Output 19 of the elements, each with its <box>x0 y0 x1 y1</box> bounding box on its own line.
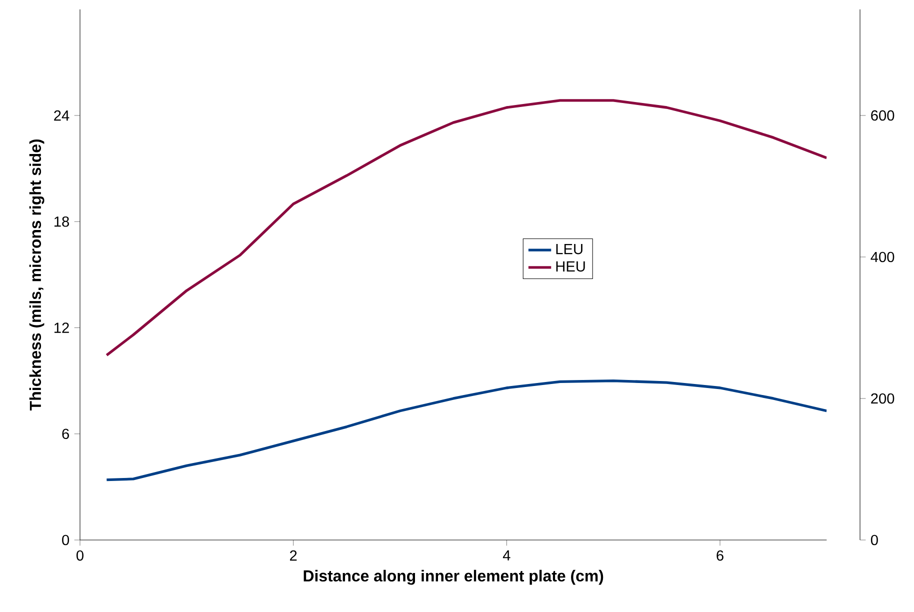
legend-label: HEU <box>556 261 585 272</box>
y-tick-label: 12 <box>54 322 69 333</box>
x-tick-label: 6 <box>716 550 724 561</box>
y2-tick-label: 400 <box>870 252 894 262</box>
y2-tick-label: 600 <box>871 110 894 121</box>
y2-tick-label: 0 <box>870 534 878 546</box>
y-tick-label: 24 <box>54 110 70 121</box>
line-series <box>105 379 827 482</box>
line-series <box>105 99 827 356</box>
y-tick-label: 6 <box>62 428 69 440</box>
y-tick-label: 18 <box>54 216 69 227</box>
x-tick-label: 2 <box>290 550 297 561</box>
y2-tick-label: 200 <box>871 393 894 404</box>
x-tick-label: 0 <box>76 550 84 561</box>
legend-label: LEU <box>556 244 582 254</box>
x-axis-title: Distance along inner element plate (cm) <box>304 570 604 585</box>
y-axis-title: Thickness (mils, microns right side) <box>29 139 44 410</box>
x-tick-label: 4 <box>502 550 510 560</box>
y-tick-label: 0 <box>62 534 70 546</box>
